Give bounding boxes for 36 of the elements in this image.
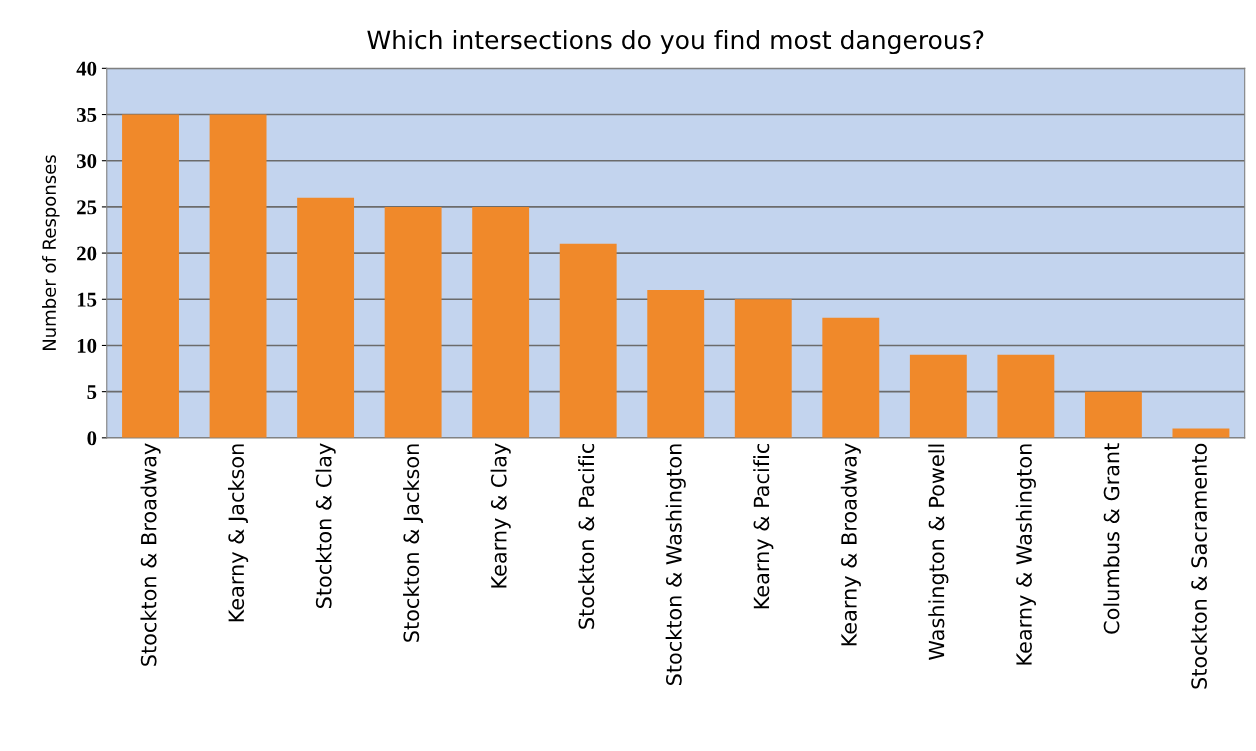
y-tick-label: 25: [77, 200, 97, 215]
x-tick-label: Stockton & Washington: [665, 444, 686, 686]
chart-title: Which intersections do you find most dangerous?: [367, 29, 984, 55]
bar: [209, 114, 267, 438]
bar: [909, 354, 967, 438]
x-tick-label: Kearny & Washington: [1015, 444, 1036, 665]
y-tick-label: 35: [76, 107, 97, 122]
x-tick-label: Stockton & Clay: [315, 443, 336, 609]
y-tick-label: 0: [87, 431, 97, 446]
bar: [122, 114, 179, 438]
x-tick-label: Kearny & Broadway: [840, 443, 861, 646]
bar: [734, 299, 792, 438]
bar: [1084, 391, 1142, 438]
y-axis-title: Number of Responses: [42, 155, 60, 351]
y-tick-label: 30: [76, 154, 97, 169]
bar: [997, 354, 1055, 438]
bar: [559, 243, 617, 438]
x-tick-label: Stockton & Sacramento: [1190, 443, 1207, 689]
x-tick-label: Columbus & Grant: [1103, 443, 1120, 634]
x-tick-label: Kearny & Clay: [490, 443, 511, 588]
x-tick-label: Stockton & Broadway: [140, 443, 161, 666]
y-tick-label: 10: [77, 338, 97, 353]
bar: [647, 290, 705, 438]
y-tick-label: 40: [76, 61, 97, 76]
y-tick-label: 5: [87, 385, 97, 400]
x-tick-label: Stockton & Jackson: [403, 444, 424, 642]
bar: [297, 197, 355, 438]
x-tick-label: Kearny & Pacific: [753, 443, 774, 609]
bar: [384, 206, 442, 438]
x-tick-label: Stockton & Pacific: [578, 443, 595, 629]
bar: [822, 317, 880, 438]
y-tick-label: 15: [77, 292, 97, 307]
x-tick-label: Washington & Powell: [928, 444, 949, 660]
x-tick-label: Kearny & Jackson: [227, 444, 249, 622]
bar: [472, 206, 530, 438]
y-tick-label: 20: [77, 246, 97, 261]
